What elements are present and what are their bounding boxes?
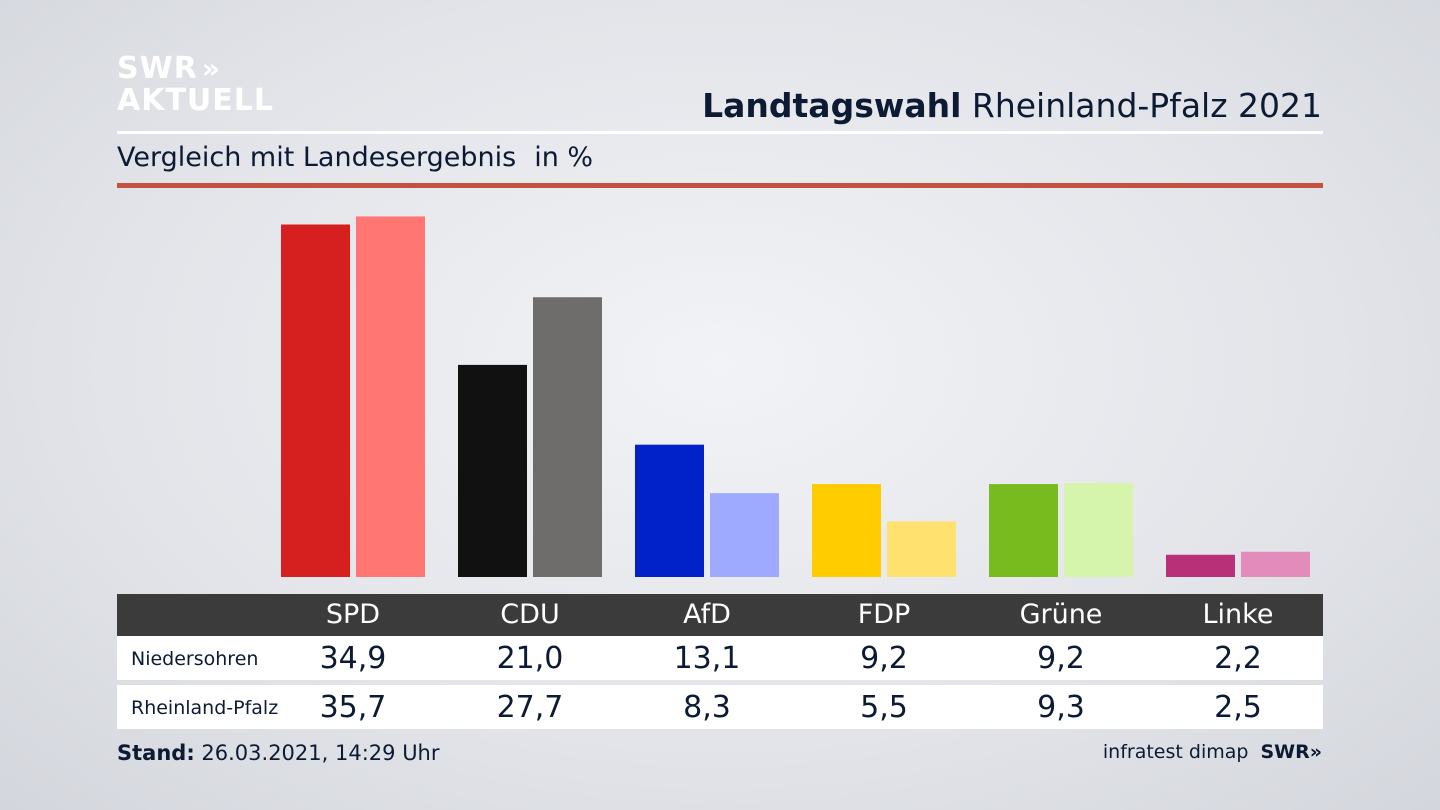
- value-cell: 13,1: [673, 641, 741, 676]
- title-rest: Rheinland-Pfalz 2021: [971, 86, 1322, 125]
- source-credit: infratest dimap SWR»: [1103, 741, 1322, 763]
- source-swr-logo: SWR»: [1260, 741, 1322, 763]
- stand-value: 26.03.2021, 14:29 Uhr: [201, 741, 440, 765]
- row-label: Niedersohren: [131, 648, 259, 670]
- value-cell: 2,5: [1214, 690, 1262, 725]
- value-cell: 8,3: [683, 690, 731, 725]
- results-table: SPD CDU AfD FDP Grüne Linke Niedersohren 34,9…: [117, 594, 1323, 729]
- source-chevron-icon: »: [1309, 741, 1322, 763]
- unit-label: in %: [534, 142, 594, 173]
- row-label: Rheinland-Pfalz: [131, 697, 279, 719]
- subtitle-text: Vergleich mit Landesergebnis: [117, 142, 517, 173]
- table-row: Rheinland-Pfalz 35,7 27,7 8,3 5,5 9,3 2,5: [117, 685, 1323, 729]
- bar-cdu-rheinland-pfalz: [533, 297, 602, 577]
- value-cell: 9,2: [860, 641, 908, 676]
- logo-aktuell-text: AKTUELL: [117, 83, 275, 118]
- chart-subtitle: Vergleich mit Landesergebnis in %: [117, 142, 593, 173]
- bar-fdp-niedersohren: [812, 484, 881, 577]
- value-cell: 34,9: [319, 641, 387, 676]
- value-cell: 21,0: [496, 641, 564, 676]
- table-header: SPD CDU AfD FDP Grüne Linke: [117, 594, 1323, 636]
- bar-cdu-niedersohren: [458, 364, 527, 577]
- value-cell: 9,2: [1037, 641, 1085, 676]
- table-row: Niedersohren 34,9 21,0 13,1 9,2 9,2 2,2: [117, 636, 1323, 680]
- header-divider: [117, 131, 1323, 134]
- value-cell: 5,5: [860, 690, 908, 725]
- bar-fdp-rheinland-pfalz: [887, 521, 956, 577]
- stand-label: Stand:: [117, 741, 195, 765]
- source-text: infratest dimap: [1102, 741, 1249, 763]
- timestamp: Stand: 26.03.2021, 14:29 Uhr: [117, 741, 440, 765]
- source-logo-text: SWR: [1260, 741, 1310, 763]
- category-label: FDP: [857, 599, 911, 630]
- value-cell: 27,7: [496, 690, 564, 725]
- value-cell: 9,3: [1037, 690, 1085, 725]
- title-bold: Landtagswahl: [702, 86, 962, 125]
- bar-afd-niedersohren: [635, 444, 704, 577]
- bar-spd-niedersohren: [281, 224, 350, 577]
- value-cell: 2,2: [1214, 641, 1262, 676]
- swr-aktuell-logo: SWR» AKTUELL: [117, 54, 274, 116]
- bar-afd-rheinland-pfalz: [710, 493, 779, 577]
- value-cell: 35,7: [319, 690, 387, 725]
- bar-spd-rheinland-pfalz: [356, 216, 425, 577]
- subtitle-divider: [117, 183, 1323, 188]
- category-label: Grüne: [1019, 599, 1103, 630]
- bar-linke-rheinland-pfalz: [1241, 551, 1310, 577]
- bar-linke-niedersohren: [1166, 554, 1235, 577]
- bar-grne-niedersohren: [989, 484, 1058, 577]
- chart-title: Landtagswahl Rheinland-Pfalz 2021: [702, 86, 1322, 125]
- bar-grne-rheinland-pfalz: [1064, 483, 1133, 577]
- category-label: Linke: [1202, 599, 1274, 630]
- category-label: CDU: [500, 599, 560, 630]
- logo-swr-text: SWR: [117, 51, 198, 86]
- category-label: SPD: [325, 599, 381, 630]
- category-label: AfD: [683, 599, 731, 630]
